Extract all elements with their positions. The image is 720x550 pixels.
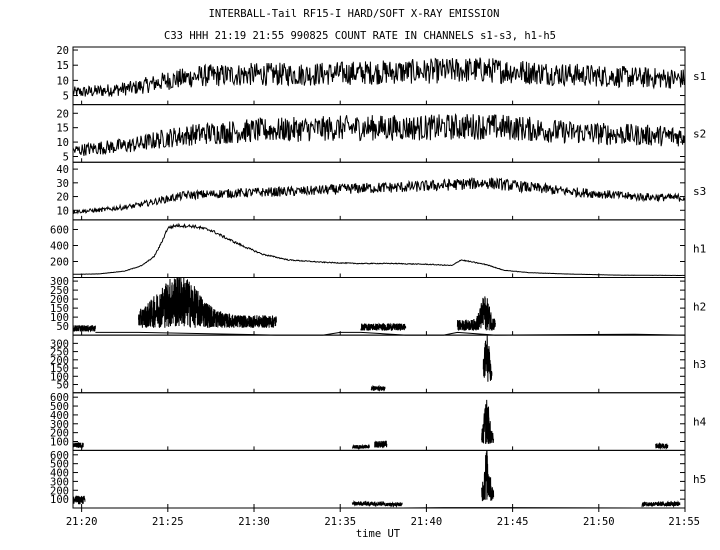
y-tick-label: 200 [50,355,69,367]
y-tick-label: 500 [50,459,69,471]
y-tick-label: 40 [56,164,69,176]
burst-h2-1 [138,277,277,329]
chart-subtitle: C33 HHH 21:19 21:55 990825 COUNT RATE IN… [164,30,556,42]
y-tick-label: 200 [50,256,69,268]
panel-label-h3: h3 [693,358,706,371]
y-tick-label: 300 [50,276,69,288]
panel-frame [72,161,686,221]
y-tick-label: 20 [56,45,69,57]
y-tick-label: 50 [56,321,69,333]
y-tick-label: 250 [50,285,69,297]
chart-title: INTERBALL-Tail RF15-I HARD/SOFT X-RAY EM… [209,8,500,20]
burst-h3-1 [482,335,493,382]
series-s1 [72,57,686,97]
y-tick-label: 300 [50,338,69,350]
x-axis-label: time UT [356,528,401,540]
y-tick-label: 200 [50,428,69,440]
y-tick-label: 15 [56,123,69,135]
y-tick-label: 100 [50,437,69,449]
x-tick-label: 21:20 [66,516,98,528]
panels-group: s15101520s25101520s310203040h1200400600h… [50,45,707,509]
y-tick-label: 100 [50,312,69,324]
panel-frame [72,219,686,278]
burst-h5-2 [384,501,403,508]
y-tick-label: 10 [56,137,69,149]
y-tick-label: 10 [56,205,69,217]
x-tick-label: 21:30 [238,516,270,528]
y-tick-label: 600 [50,450,69,462]
panel-s2: s2 5 10 15 20 [56,104,706,163]
burst-h4-2 [374,440,388,449]
y-tick-label: 150 [50,363,69,375]
burst-h4-4 [655,442,669,451]
y-tick-label: 250 [50,347,69,359]
panel-label-h5: h5 [693,473,706,486]
x-tick-label: 21:25 [152,516,184,528]
burst-h3-0 [370,384,386,392]
y-tick-label: 400 [50,240,69,252]
x-axis: 21:20 21:25 21:30 21:35 21:40 21:45 21:50 21:55 [66,508,700,528]
y-tick-label: 20 [56,192,69,204]
panel-label-s2: s2 [693,127,706,140]
panel-h1: h1 200 400 600 [50,219,706,278]
series-s2 [72,112,686,157]
burst-h2-3 [456,296,496,331]
panel-s1: s1 5 10 15 20 [56,45,706,106]
y-tick-label: 500 [50,401,69,413]
x-tick-label: 21:55 [668,516,700,528]
y-tick-label: 600 [50,224,69,236]
panel-frame [72,334,686,394]
y-tick-label: 200 [50,294,69,306]
burst-h5-1 [351,500,386,508]
y-tick-label: 100 [50,371,69,383]
burst-h4-1 [351,443,370,450]
y-tick-label: 300 [50,419,69,431]
x-tick-label: 21:50 [583,516,615,528]
burst-h4-0 [72,442,84,450]
y-tick-label: 400 [50,468,69,480]
panel-label-s3: s3 [693,185,706,198]
burst-h5-0 [72,495,86,505]
panel-label-s1: s1 [693,70,706,83]
y-tick-label: 400 [50,410,69,422]
y-tick-label: 200 [50,485,69,497]
panel-frame [72,449,686,509]
y-tick-label: 50 [56,380,69,392]
x-tick-label: 21:40 [411,516,443,528]
x-tick-label: 21:45 [497,516,529,528]
series-s3 [72,177,686,215]
panel-label-h1: h1 [693,243,706,256]
burst-h5-3 [481,450,495,502]
y-tick-label: 20 [56,108,69,120]
x-tick-label: 21:35 [324,516,356,528]
y-tick-label: 5 [63,151,69,163]
y-tick-label: 30 [56,178,69,190]
series-h1 [72,222,686,277]
burst-h4-3 [481,399,495,444]
y-tick-label: 150 [50,303,69,315]
burst-h2-2 [360,322,407,332]
y-tick-label: 5 [63,91,69,103]
y-tick-label: 15 [56,60,69,72]
burst-h5-4 [641,500,681,509]
y-tick-label: 100 [50,494,69,506]
panel-label-h2: h2 [693,300,706,313]
panel-label-h4: h4 [693,416,707,429]
y-tick-label: 10 [56,75,69,87]
burst-h2-0 [72,324,96,333]
y-tick-label: 300 [50,476,69,488]
y-tick-label: 600 [50,392,69,404]
